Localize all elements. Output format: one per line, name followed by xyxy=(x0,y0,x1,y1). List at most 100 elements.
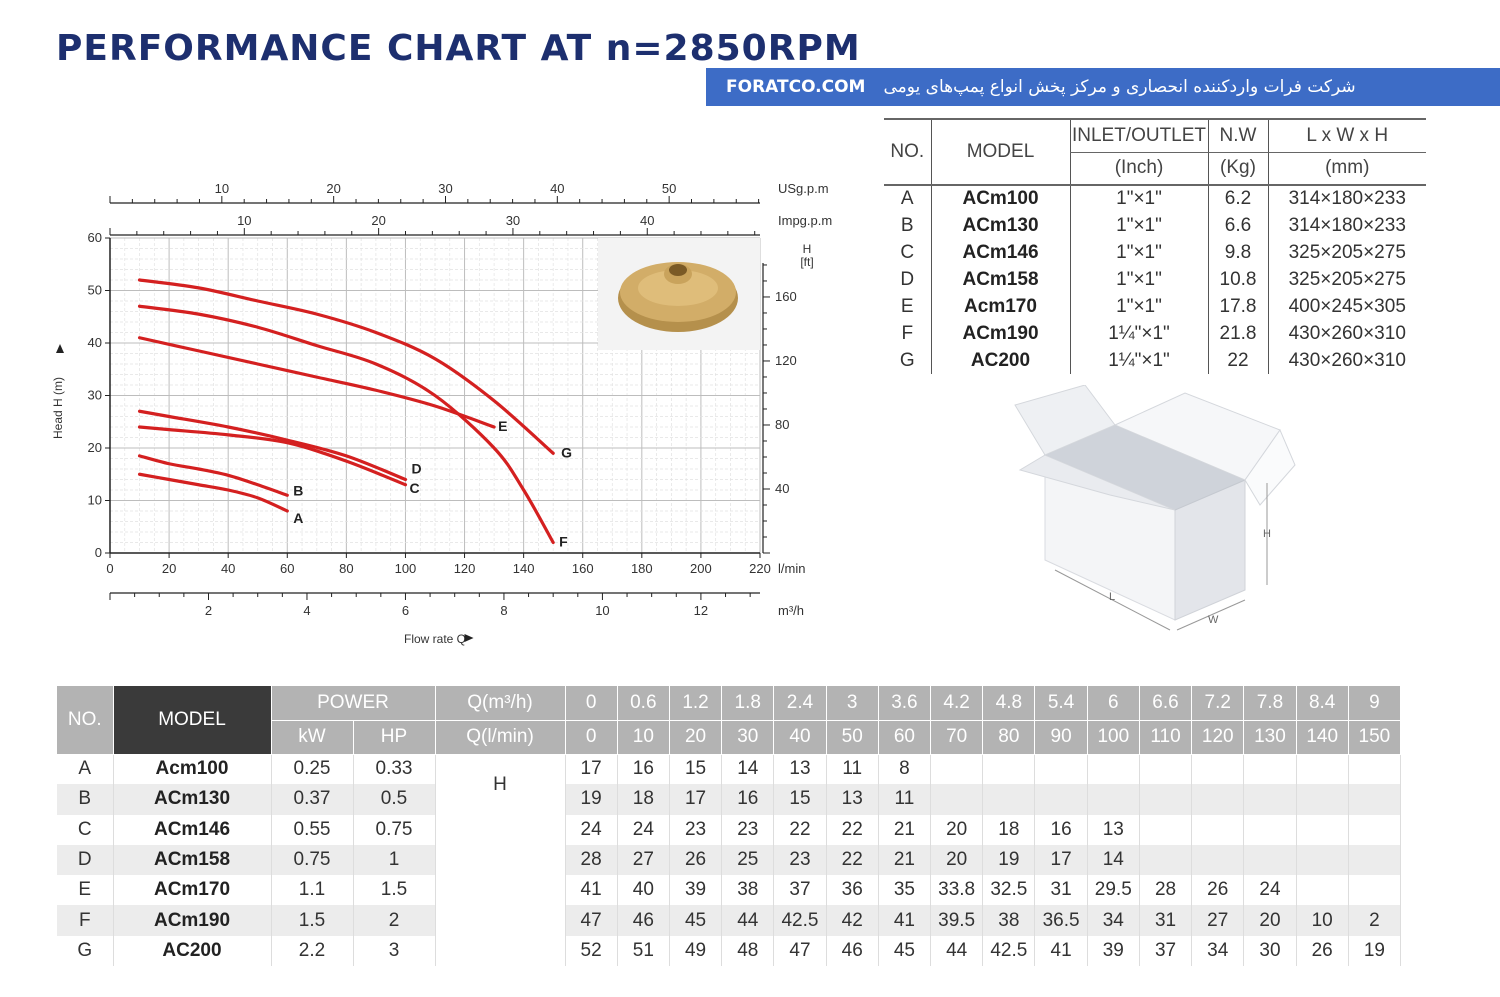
perf-cell-head xyxy=(1296,844,1349,876)
perf-cell-head: 18 xyxy=(617,784,670,815)
spec-cell-nw: 10.8 xyxy=(1207,266,1268,293)
perf-cell-head xyxy=(1034,754,1088,785)
perf-cell-kw: 0.55 xyxy=(271,814,354,845)
perf-cell-head: 40 xyxy=(617,875,670,906)
spec-cell-no: B xyxy=(900,214,914,236)
perf-row: F ACm190 1.5 2 47 46 45 44 42.5 42 41 39.5 38 36.5 34 3… xyxy=(57,905,1402,936)
perf-cell-head: 16 xyxy=(617,754,670,785)
ft-tick-label: 160 xyxy=(775,289,797,304)
y-tick-label: 10 xyxy=(88,493,102,508)
perf-cell-head xyxy=(1296,875,1349,906)
perf-header-q-m3h-value: 0.6 xyxy=(617,686,670,721)
spec-cell-no: A xyxy=(900,188,914,209)
ft-axis-unit: [ft] xyxy=(800,255,813,269)
perf-cell-head: 17 xyxy=(669,784,723,815)
perf-cell-head xyxy=(1087,754,1140,785)
perf-cell-hp: 3 xyxy=(353,935,436,967)
perf-cell-hp: 1 xyxy=(353,844,436,876)
spec-header-io-unit: (Inch) xyxy=(1069,152,1208,186)
perf-cell-head xyxy=(982,754,1036,785)
perf-header-q-m3h-value: 7.8 xyxy=(1243,686,1297,721)
perf-cell-head: 13 xyxy=(826,784,879,815)
perf-cell-model: ACm170 xyxy=(113,875,272,906)
spec-row: D ACm158 1"×1" 10.8 325×205×275 xyxy=(884,266,1426,293)
x-tick-label: 40 xyxy=(221,561,235,576)
x-tick-label: 80 xyxy=(339,561,353,576)
perf-cell-head xyxy=(1139,784,1193,815)
ft-tick-label: 80 xyxy=(775,417,789,432)
perf-header-q-m3h-value: 8.4 xyxy=(1296,686,1349,721)
perf-cell-model: ACm146 xyxy=(113,814,272,845)
perf-header-q-lmin-value: 50 xyxy=(826,720,879,755)
spec-header-nw-unit: (Kg) xyxy=(1207,152,1268,186)
perf-cell-head: 21 xyxy=(878,844,932,876)
spec-cell-no: D xyxy=(900,268,915,290)
perf-cell-head xyxy=(1139,814,1193,845)
y-tick-label: 50 xyxy=(88,283,102,298)
perf-cell-head: 33.8 xyxy=(930,875,984,906)
perf-header-q-m3h-value: 4.8 xyxy=(982,686,1036,721)
perf-header-q-lmin-value: 100 xyxy=(1087,720,1140,755)
perf-cell-head: 37 xyxy=(1139,935,1193,967)
perf-cell-head xyxy=(1348,844,1402,876)
perf-row: A Acm100 0.25 0.33 H 17 16 15 14 13 11 8 xyxy=(57,754,1402,815)
perf-cell-no: E xyxy=(57,875,114,906)
perf-cell-head: 34 xyxy=(1191,935,1245,967)
spec-cell-model: ACm190 xyxy=(930,320,1070,347)
spec-header-dim: L x W x H xyxy=(1267,118,1426,153)
perf-cell-no: D xyxy=(57,844,114,876)
perf-cell-head xyxy=(982,784,1036,815)
perf-cell-head xyxy=(1296,754,1349,785)
perf-cell-head: 36.5 xyxy=(1034,905,1088,936)
perf-cell-head xyxy=(1243,814,1297,845)
x-tick-label: 140 xyxy=(513,561,535,576)
spec-cell-io: 1¼"×1" xyxy=(1069,320,1208,347)
series-label-g: G xyxy=(561,444,572,460)
spec-cell-model: AC200 xyxy=(930,347,1070,374)
perf-cell-head: 38 xyxy=(982,905,1036,936)
perf-cell-head: 26 xyxy=(1191,875,1245,906)
perf-cell-no: B xyxy=(57,784,114,815)
perf-cell-hp: 0.75 xyxy=(353,814,436,845)
perf-header-q-lmin: Q(l/min) xyxy=(435,720,566,755)
perf-cell-head: 15 xyxy=(669,754,723,785)
m3h-tick-label: 4 xyxy=(303,603,310,618)
perf-cell-kw: 1.5 xyxy=(271,905,354,936)
series-label-f: F xyxy=(559,534,568,550)
usgpm-unit-label: USg.p.m xyxy=(778,181,829,196)
page-title: PERFORMANCE CHART AT n=2850RPM xyxy=(56,28,861,69)
perf-cell-head: 22 xyxy=(826,844,879,876)
perf-cell-head: 51 xyxy=(617,935,670,967)
perf-cell-head: 20 xyxy=(930,844,984,876)
perf-cell-head: 19 xyxy=(982,844,1036,876)
spec-cell-io: 1¼"×1" xyxy=(1069,347,1208,374)
spec-cell-model: ACm130 xyxy=(930,212,1070,239)
spec-cell-io: 1"×1" xyxy=(1069,212,1208,239)
perf-cell-head: 27 xyxy=(1191,905,1245,936)
perf-header-q-m3h-value: 5.4 xyxy=(1034,686,1088,721)
x-axis-arrow xyxy=(464,634,474,642)
perf-header-q-m3h-value: 0 xyxy=(565,686,618,721)
series-curve-d xyxy=(137,409,408,482)
perf-cell-head xyxy=(1348,814,1402,845)
perf-cell-head: 45 xyxy=(669,905,723,936)
box-label-l: L xyxy=(1109,591,1115,603)
perf-cell-head: 22 xyxy=(826,814,879,845)
perf-cell-h-blank xyxy=(435,875,566,906)
perf-header-q-lmin-value: 0 xyxy=(565,720,618,755)
perf-cell-head: 41 xyxy=(1034,935,1088,967)
perf-cell-head: 41 xyxy=(565,875,618,906)
chart-series xyxy=(137,278,555,545)
perf-cell-head xyxy=(1139,754,1193,785)
perf-cell-hp: 0.33 xyxy=(353,754,436,785)
spec-cell-no: F xyxy=(901,322,914,344)
x-tick-label: 160 xyxy=(572,561,594,576)
perf-row: D ACm158 0.75 1 28 27 26 25 23 22 21 20 19 17 14 xyxy=(57,844,1402,876)
perf-header-q-lmin-value: 90 xyxy=(1034,720,1088,755)
banner-site[interactable]: FORATCO.COM xyxy=(726,77,866,97)
perf-cell-head: 46 xyxy=(617,905,670,936)
x-tick-label: 120 xyxy=(454,561,476,576)
y-axis-label: Head H (m) xyxy=(51,377,65,439)
box-illustration: L W H xyxy=(1014,385,1296,631)
perf-header-q-lmin-value: 140 xyxy=(1296,720,1349,755)
